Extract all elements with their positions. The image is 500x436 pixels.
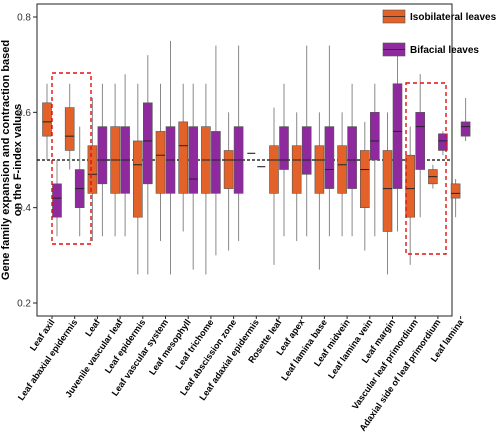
box-body	[438, 133, 448, 151]
box-body	[324, 126, 335, 189]
box-body	[359, 150, 370, 208]
box-body	[405, 154, 416, 218]
box-body	[392, 83, 403, 189]
box-isobilateral	[269, 107, 279, 265]
legend: Isobilateral leaves Bifacial leaves	[382, 9, 497, 57]
box-body	[314, 145, 325, 194]
y-tick-label: 0.2	[17, 299, 31, 310]
box-isobilateral	[337, 112, 347, 237]
box-isobilateral	[155, 83, 166, 242]
box-body	[269, 145, 279, 194]
box-bifacial	[347, 83, 357, 237]
y-axis-label-line-2: on the F-index values	[12, 104, 24, 216]
box-body	[460, 121, 471, 137]
box-body	[133, 140, 143, 218]
legend-label: Isobilateral leaves	[410, 12, 497, 23]
y-tick-label: 0.4	[17, 203, 31, 214]
y-tick-label: 0.6	[17, 108, 31, 119]
box-body	[143, 102, 153, 185]
box-body	[42, 102, 52, 137]
box-body	[178, 121, 188, 194]
box-bifacial	[279, 83, 289, 237]
box-isobilateral	[291, 112, 302, 242]
box-body	[188, 126, 198, 194]
box-body	[347, 126, 357, 189]
box-bifacial	[392, 45, 403, 232]
box-isobilateral	[87, 98, 98, 242]
box-bifacial	[369, 83, 380, 237]
box-bifacial	[233, 45, 244, 242]
box-body	[382, 150, 393, 232]
box-isobilateral	[450, 179, 461, 218]
boxes	[42, 40, 471, 275]
box-isobilateral	[201, 83, 211, 275]
box-bifacial	[97, 83, 108, 237]
box-isobilateral	[382, 112, 393, 275]
y-axis-label-line-1: Gene family expansion and contraction ba…	[0, 40, 12, 280]
box-bifacial	[165, 40, 176, 275]
box-bifacial	[415, 74, 426, 218]
box-bifacial	[301, 45, 312, 237]
box-body	[223, 150, 234, 189]
highlight-box-right	[405, 82, 447, 255]
box-bifacial	[211, 45, 221, 256]
box-body	[415, 112, 426, 170]
box-isobilateral	[405, 126, 416, 265]
box-body	[211, 131, 221, 194]
box-bifacial	[188, 83, 198, 270]
box-body	[87, 145, 98, 194]
box-body	[155, 131, 166, 194]
box-body	[64, 107, 75, 151]
highlight-boxes	[51, 72, 447, 255]
box-isobilateral	[178, 83, 188, 232]
box-body	[291, 145, 302, 194]
box-isobilateral	[428, 164, 438, 189]
box-isobilateral	[110, 83, 120, 237]
box-bifacial	[52, 160, 62, 237]
box-bifacial	[324, 45, 335, 237]
box-body	[52, 183, 62, 218]
box-bifacial	[460, 98, 471, 141]
box-isobilateral	[314, 112, 325, 270]
box-isobilateral	[64, 83, 75, 170]
box-bifacial	[120, 74, 130, 237]
y-tick-label: 0.8	[17, 13, 31, 24]
box-bifacial	[74, 126, 85, 237]
y-axis-label: Gene family expansion and contraction ba…	[0, 40, 24, 280]
box-isobilateral	[223, 112, 234, 251]
box-bifacial	[438, 131, 448, 156]
box-body	[337, 145, 347, 194]
legend-label: Bifacial leaves	[410, 45, 479, 56]
box-body	[301, 126, 312, 175]
box-body	[369, 112, 380, 161]
box-isobilateral	[359, 121, 370, 251]
box-body	[97, 126, 108, 185]
box-isobilateral	[133, 83, 143, 275]
y-axis-ticks: 0.2 0.4 0.6 0.8	[17, 13, 37, 310]
box-body	[279, 126, 289, 170]
box-bifacial	[143, 55, 153, 275]
box-body	[450, 183, 461, 199]
